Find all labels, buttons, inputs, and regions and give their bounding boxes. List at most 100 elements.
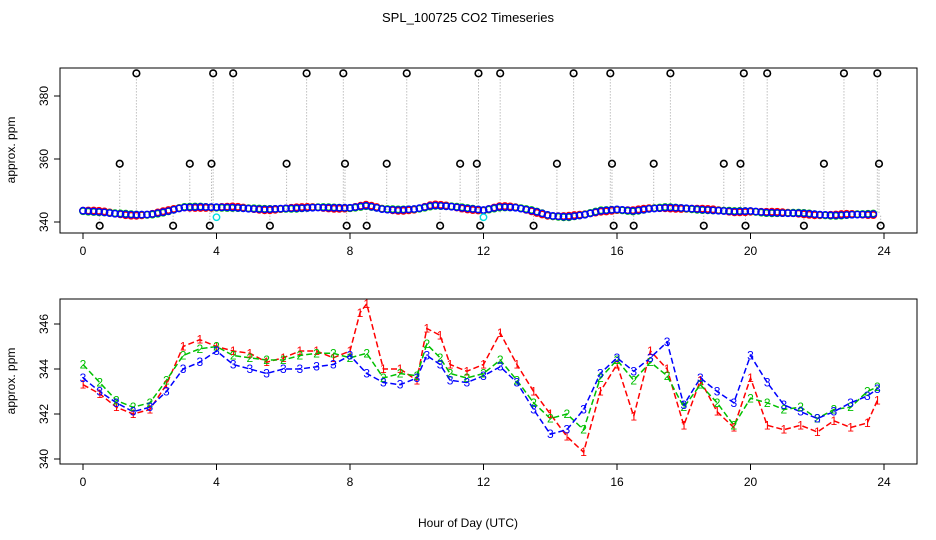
baseline-point — [95, 207, 103, 216]
baseline-point — [410, 205, 418, 213]
baseline-point — [757, 208, 766, 216]
baseline-point — [426, 202, 434, 210]
baseline-point — [356, 202, 365, 211]
baseline-point — [735, 207, 744, 216]
baseline-point — [591, 208, 600, 217]
series-3-marker: 3 — [514, 376, 521, 390]
baseline-point — [837, 211, 846, 220]
x-tick-label: 24 — [877, 244, 891, 258]
series-2-marker: 2 — [463, 371, 470, 385]
baseline-point — [725, 207, 733, 216]
baseline-point — [661, 203, 669, 212]
y-tick-label: 360 — [37, 149, 51, 169]
spike-point — [649, 159, 658, 168]
series-1-marker: 1 — [614, 358, 621, 372]
series-2-marker: 2 — [80, 358, 87, 372]
baseline-point — [682, 204, 691, 213]
baseline-point — [826, 211, 835, 220]
baseline-point — [383, 205, 392, 214]
series-2-marker: 2 — [423, 337, 430, 351]
series-2-marker: 2 — [630, 373, 637, 387]
baseline-point — [709, 206, 717, 215]
baseline-point — [474, 205, 483, 214]
x-axis-label: Hour of Day (UTC) — [418, 516, 518, 530]
series-1-marker: 1 — [280, 351, 287, 365]
series-3-marker: 3 — [330, 358, 337, 372]
series-3-marker: 3 — [597, 367, 604, 381]
baseline-point — [778, 209, 787, 218]
y-tick-label: 380 — [37, 86, 51, 106]
x-tick-label: 8 — [347, 244, 354, 258]
baseline-point — [719, 207, 728, 215]
baseline-point — [618, 205, 627, 214]
series-2-marker: 2 — [347, 351, 354, 365]
baseline-point — [575, 211, 584, 220]
spike-point — [736, 159, 745, 168]
series-3-marker: 3 — [247, 362, 254, 376]
baseline-point — [420, 203, 429, 212]
spike-point — [741, 221, 750, 230]
series-1-marker: 1 — [313, 344, 320, 358]
spike-point — [476, 221, 485, 230]
baseline-point — [773, 208, 782, 217]
series-3-marker: 3 — [764, 376, 771, 390]
series-2-marker: 2 — [180, 349, 187, 363]
top-points — [79, 69, 885, 230]
baseline-point — [394, 206, 402, 214]
x-tick-label: 4 — [213, 244, 220, 258]
baseline-point — [201, 203, 210, 211]
series-1-marker: 1 — [797, 418, 804, 432]
baseline-point — [623, 206, 632, 215]
bottom-plot-frame — [59, 298, 918, 465]
series-2-marker: 2 — [664, 369, 671, 383]
series-1-marker: 1 — [747, 371, 754, 385]
spike-point — [209, 69, 218, 78]
baseline-point — [581, 210, 589, 219]
series-1-marker: 1 — [357, 306, 364, 320]
spike-point — [874, 159, 884, 168]
baseline-point — [346, 203, 354, 212]
baseline-point — [137, 210, 146, 219]
spike-point — [529, 221, 538, 230]
baseline-point — [864, 210, 872, 219]
baseline-point — [415, 204, 424, 213]
spike-point — [496, 69, 505, 78]
series-3-marker: 3 — [697, 371, 704, 385]
x-tick-label: 8 — [347, 475, 354, 489]
baseline-point — [89, 207, 98, 216]
baseline-point — [116, 210, 125, 218]
series-1-marker: 1 — [413, 373, 420, 387]
baseline-point — [805, 209, 814, 218]
spike-point — [474, 69, 483, 78]
baseline-point — [260, 205, 269, 214]
series-1-marker: 1 — [714, 405, 721, 419]
baseline-point — [500, 203, 509, 212]
spike-point — [799, 221, 809, 230]
series-1-marker: 1 — [647, 344, 654, 358]
baseline-point — [239, 204, 248, 213]
series-3-marker: 3 — [96, 385, 103, 399]
series-1-marker: 1 — [447, 358, 454, 372]
baseline-point — [185, 203, 194, 212]
baseline-point — [121, 210, 130, 219]
spike-point — [342, 221, 351, 230]
series-1-marker: 1 — [680, 418, 687, 432]
series-1-marker: 1 — [480, 358, 487, 372]
spike-point — [472, 159, 481, 168]
series-2-marker: 2 — [397, 367, 404, 381]
series-3-marker: 3 — [113, 396, 120, 410]
baseline-point — [143, 210, 152, 219]
series-1-marker: 1 — [146, 403, 153, 417]
spike-point — [456, 159, 465, 168]
baseline-point — [800, 209, 808, 218]
baseline-point — [255, 205, 264, 214]
series-1-marker: 1 — [96, 387, 103, 401]
series-3-marker: 3 — [781, 398, 788, 412]
baseline-point — [687, 204, 696, 213]
baseline-point — [271, 204, 280, 213]
baseline-point — [639, 205, 648, 214]
baseline-point — [335, 203, 344, 212]
spike-point — [606, 69, 615, 78]
baseline-point — [297, 204, 306, 213]
